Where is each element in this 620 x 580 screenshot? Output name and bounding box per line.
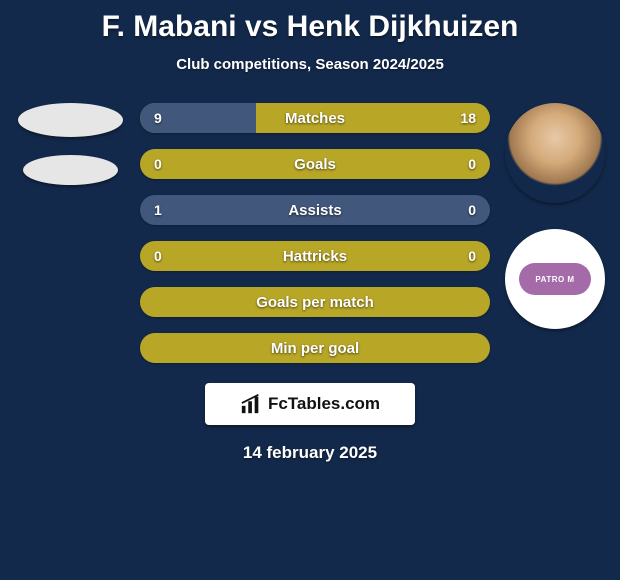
branding-badge: FcTables.com	[205, 383, 415, 425]
player1-avatar-placeholder	[18, 103, 123, 137]
page-subtitle: Club competitions, Season 2024/2025	[0, 56, 620, 73]
stat-label: Goals	[294, 156, 336, 173]
stat-bars: 9 Matches 18 0 Goals 0 1 Assists 0 0 Hattricks 0 Goa…	[140, 103, 490, 379]
stat-value-right: 0	[468, 248, 476, 264]
player2-avatar	[505, 103, 605, 203]
stat-label: Goals per match	[256, 294, 374, 311]
stat-value-left: 9	[154, 110, 162, 126]
club-logo-badge: PATRO M	[519, 263, 591, 295]
stat-bar: 1 Assists 0	[140, 195, 490, 225]
stat-bar: 9 Matches 18	[140, 103, 490, 133]
stat-value-right: 0	[468, 202, 476, 218]
stat-label: Matches	[285, 110, 345, 127]
stat-bar: 0 Hattricks 0	[140, 241, 490, 271]
player2-club-logo: PATRO M	[505, 229, 605, 329]
stat-value-left: 0	[154, 248, 162, 264]
right-avatar-column: PATRO M	[500, 103, 610, 355]
stat-value-right: 0	[468, 156, 476, 172]
stat-bar: Goals per match	[140, 287, 490, 317]
comparison-content: 9 Matches 18 0 Goals 0 1 Assists 0 0 Hattricks 0 Goa…	[0, 103, 620, 383]
stat-value-left: 1	[154, 202, 162, 218]
date-label: 14 february 2025	[0, 443, 620, 463]
stat-bar: Min per goal	[140, 333, 490, 363]
stat-label: Hattricks	[283, 248, 347, 265]
stat-label: Min per goal	[271, 340, 359, 357]
left-avatar-column	[10, 103, 130, 203]
branding-icon	[240, 393, 262, 415]
stat-value-left: 0	[154, 156, 162, 172]
branding-text: FcTables.com	[268, 394, 380, 414]
page-title: F. Mabani vs Henk Dijkhuizen	[0, 0, 620, 44]
player1-club-placeholder	[23, 155, 118, 185]
stat-label: Assists	[288, 202, 341, 219]
stat-bar: 0 Goals 0	[140, 149, 490, 179]
stat-value-right: 18	[460, 110, 476, 126]
